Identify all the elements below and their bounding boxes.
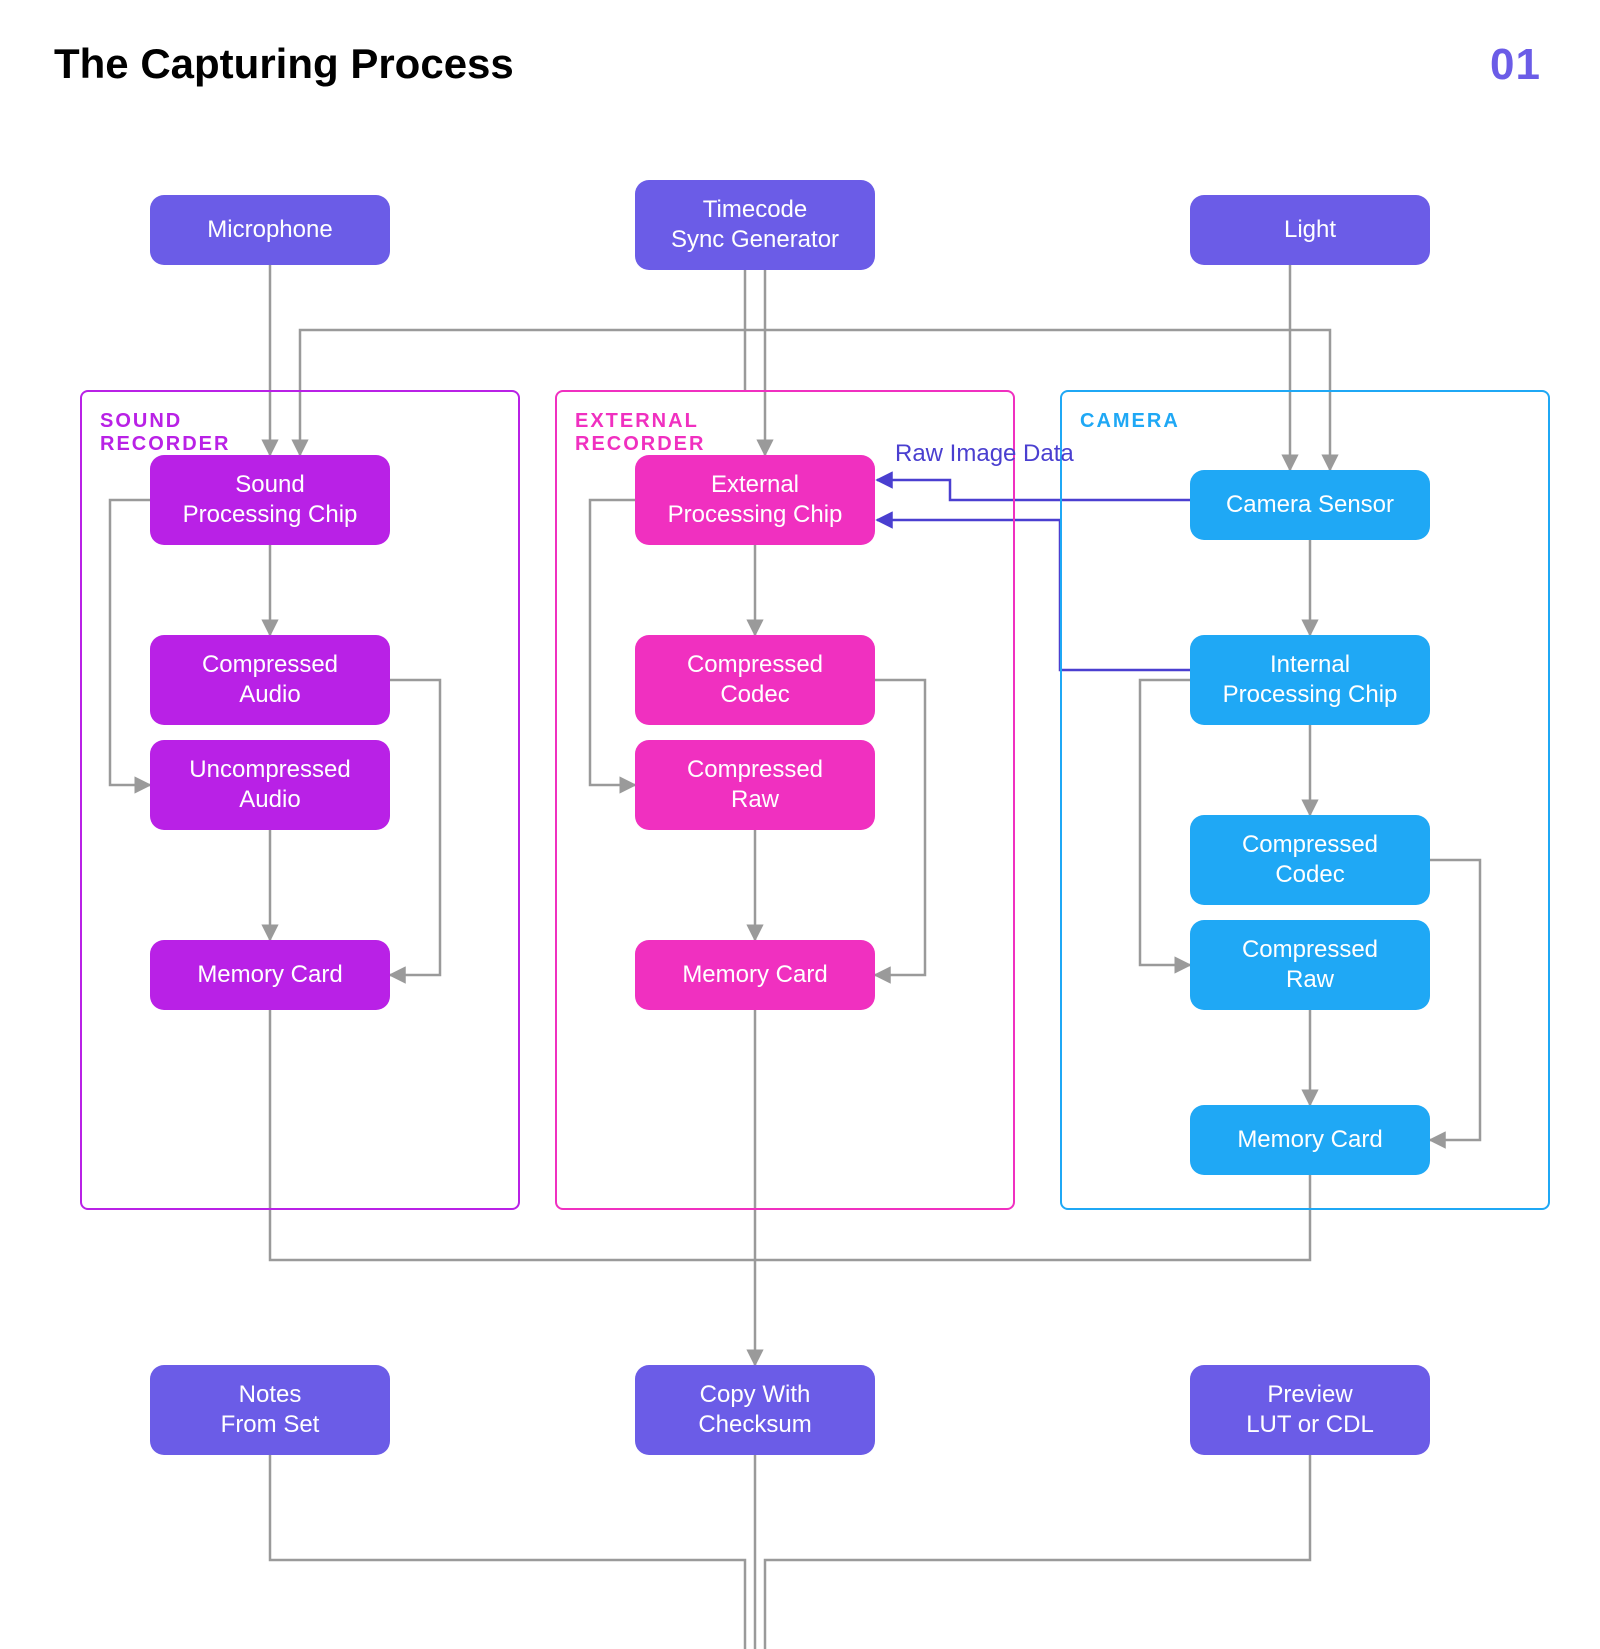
group-label-grp-cam: CAMERA (1080, 410, 1180, 433)
page-title: The Capturing Process (54, 40, 514, 88)
annotation-raw-label: Raw Image Data (895, 440, 1074, 468)
node-ua: Uncompressed Audio (150, 740, 390, 830)
node-notes: Notes From Set (150, 1365, 390, 1455)
node-light: Light (1190, 195, 1430, 265)
node-cc2: Compressed Codec (635, 635, 875, 725)
node-mem1: Memory Card (150, 940, 390, 1010)
node-tcg: Timecode Sync Generator (635, 180, 875, 270)
node-csense: Camera Sensor (1190, 470, 1430, 540)
node-ca: Compressed Audio (150, 635, 390, 725)
diagram-canvas: The Capturing Process 01 SOUND RECORDER E… (0, 0, 1600, 1649)
node-ipc: Internal Processing Chip (1190, 635, 1430, 725)
node-spc: Sound Processing Chip (150, 455, 390, 545)
node-copy: Copy With Checksum (635, 1365, 875, 1455)
node-cr2: Compressed Raw (635, 740, 875, 830)
node-mem3: Memory Card (1190, 1105, 1430, 1175)
page-number: 01 (1490, 40, 1541, 90)
node-cr3: Compressed Raw (1190, 920, 1430, 1010)
node-lut: Preview LUT or CDL (1190, 1365, 1430, 1455)
node-mem2: Memory Card (635, 940, 875, 1010)
node-mic: Microphone (150, 195, 390, 265)
node-cc3: Compressed Codec (1190, 815, 1430, 905)
node-epc: External Processing Chip (635, 455, 875, 545)
group-label-grp-sound: SOUND RECORDER (100, 410, 230, 456)
group-label-grp-ext: EXTERNAL RECORDER (575, 410, 705, 456)
